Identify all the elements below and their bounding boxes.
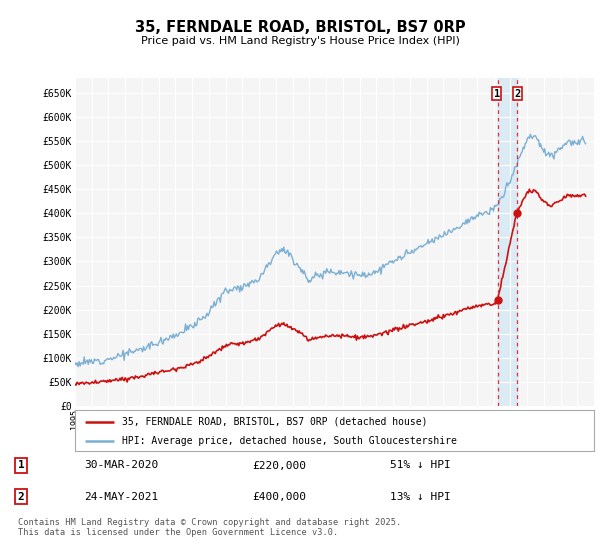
Text: 24-MAY-2021: 24-MAY-2021	[84, 492, 158, 502]
Text: 13% ↓ HPI: 13% ↓ HPI	[390, 492, 451, 502]
Text: Contains HM Land Registry data © Crown copyright and database right 2025.
This d: Contains HM Land Registry data © Crown c…	[18, 518, 401, 538]
Text: 35, FERNDALE ROAD, BRISTOL, BS7 0RP (detached house): 35, FERNDALE ROAD, BRISTOL, BS7 0RP (det…	[122, 417, 427, 427]
Text: 2: 2	[17, 492, 25, 502]
Text: 51% ↓ HPI: 51% ↓ HPI	[390, 460, 451, 470]
Text: 1: 1	[494, 89, 500, 99]
Text: Price paid vs. HM Land Registry's House Price Index (HPI): Price paid vs. HM Land Registry's House …	[140, 36, 460, 46]
Text: £220,000: £220,000	[252, 460, 306, 470]
Text: 35, FERNDALE ROAD, BRISTOL, BS7 0RP: 35, FERNDALE ROAD, BRISTOL, BS7 0RP	[134, 20, 466, 35]
Text: 30-MAR-2020: 30-MAR-2020	[84, 460, 158, 470]
Text: 2: 2	[514, 89, 521, 99]
Text: HPI: Average price, detached house, South Gloucestershire: HPI: Average price, detached house, Sout…	[122, 436, 457, 446]
Text: £400,000: £400,000	[252, 492, 306, 502]
Bar	[497, 78, 517, 406]
Text: 1: 1	[17, 460, 25, 470]
